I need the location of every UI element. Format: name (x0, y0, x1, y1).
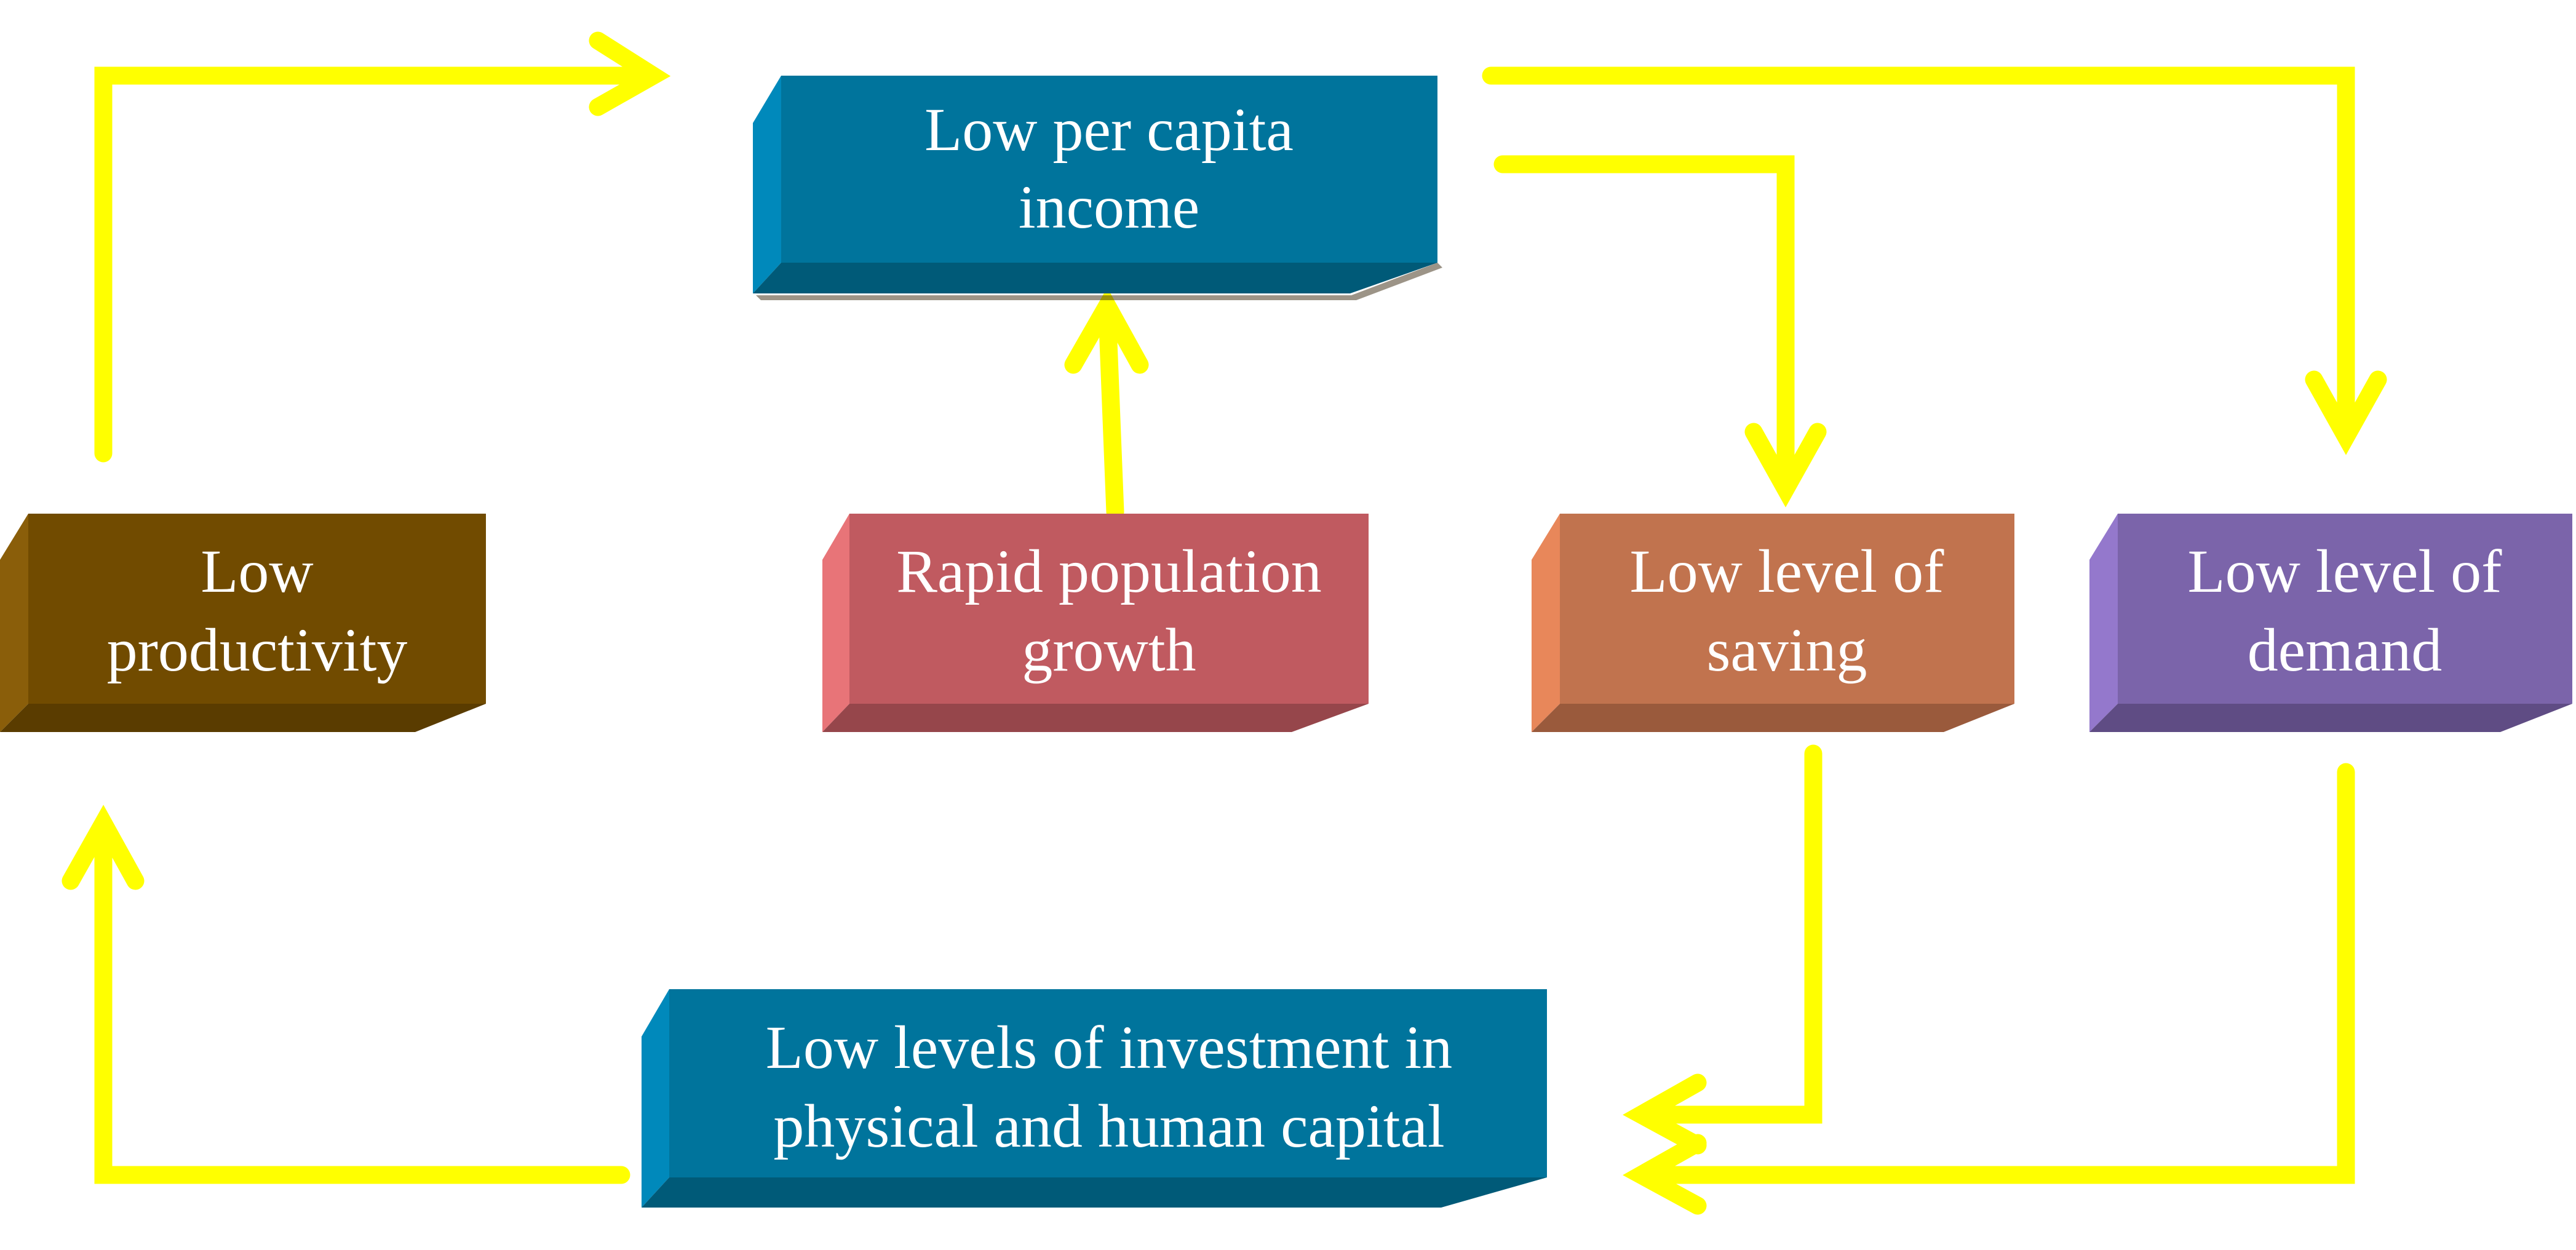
arrow-demand-to-investment (1633, 763, 2355, 1184)
node-demand-bottom (2089, 704, 2572, 732)
arrow-population-to-income (1098, 301, 1124, 521)
node-demand-label-line1: Low level of (2188, 537, 2503, 605)
node-investment-side (642, 989, 669, 1208)
arrowhead-saving-to-investment (1623, 1073, 1707, 1155)
node-income-shadow (756, 263, 1442, 300)
arrowhead-investment-to-productivity (62, 805, 145, 890)
arrow-saving-to-investment (1633, 744, 1823, 1124)
node-saving-side (1532, 514, 1560, 732)
node-productivity-label-line2: productivity (107, 616, 408, 684)
node-productivity-side (0, 514, 28, 732)
node-population-label-line2: growth (1022, 616, 1196, 684)
arrowhead-income-to-saving (1744, 423, 1827, 508)
node-saving-front (1560, 514, 2014, 704)
node-demand-front (2118, 514, 2572, 704)
node-saving-label-line2: saving (1706, 616, 1867, 684)
node-productivity-front (28, 514, 486, 704)
node-saving-label-line1: Low level of (1630, 537, 1945, 605)
node-population: Rapid population growth (822, 514, 1369, 732)
arrow-income-to-saving (1493, 155, 1795, 495)
node-productivity-bottom (0, 704, 486, 732)
arrowhead-productivity-to-income (589, 31, 671, 116)
node-income-bottom (753, 263, 1437, 293)
node-income: Low per capita income (753, 76, 1442, 300)
node-saving-bottom (1532, 704, 2014, 732)
connectors (62, 31, 2387, 1215)
arrow-productivity-to-income (94, 66, 655, 463)
node-income-label-line2: income (1019, 173, 1199, 241)
node-income-side (753, 76, 781, 293)
node-population-bottom (822, 704, 1369, 732)
node-productivity-label-line1: Low (201, 537, 313, 605)
node-demand-side (2089, 514, 2118, 732)
arrowhead-income-to-demand (2305, 370, 2387, 455)
node-population-side (822, 514, 849, 732)
node-investment-label-line1: Low levels of investment in (766, 1013, 1452, 1081)
arrowhead-population-to-income (1064, 287, 1149, 374)
node-population-front (849, 514, 1369, 704)
node-investment: Low levels of investment in physical and… (642, 989, 1547, 1208)
arrowhead-demand-to-investment (1623, 1134, 1707, 1215)
node-demand-label-line2: demand (2248, 616, 2443, 684)
node-income-front (781, 76, 1437, 263)
node-investment-bottom (642, 1177, 1547, 1208)
node-income-label-line1: Low per capita (924, 95, 1294, 164)
node-demand: Low level of demand (2089, 514, 2572, 732)
node-saving: Low level of saving (1532, 514, 2014, 732)
node-population-label-line1: Rapid population (896, 537, 1322, 605)
arrow-investment-to-productivity (94, 816, 630, 1184)
node-productivity: Low productivity (0, 514, 486, 732)
node-investment-front (669, 989, 1547, 1177)
arrow-income-to-demand (1482, 66, 2355, 443)
node-investment-label-line2: physical and human capital (773, 1092, 1444, 1160)
